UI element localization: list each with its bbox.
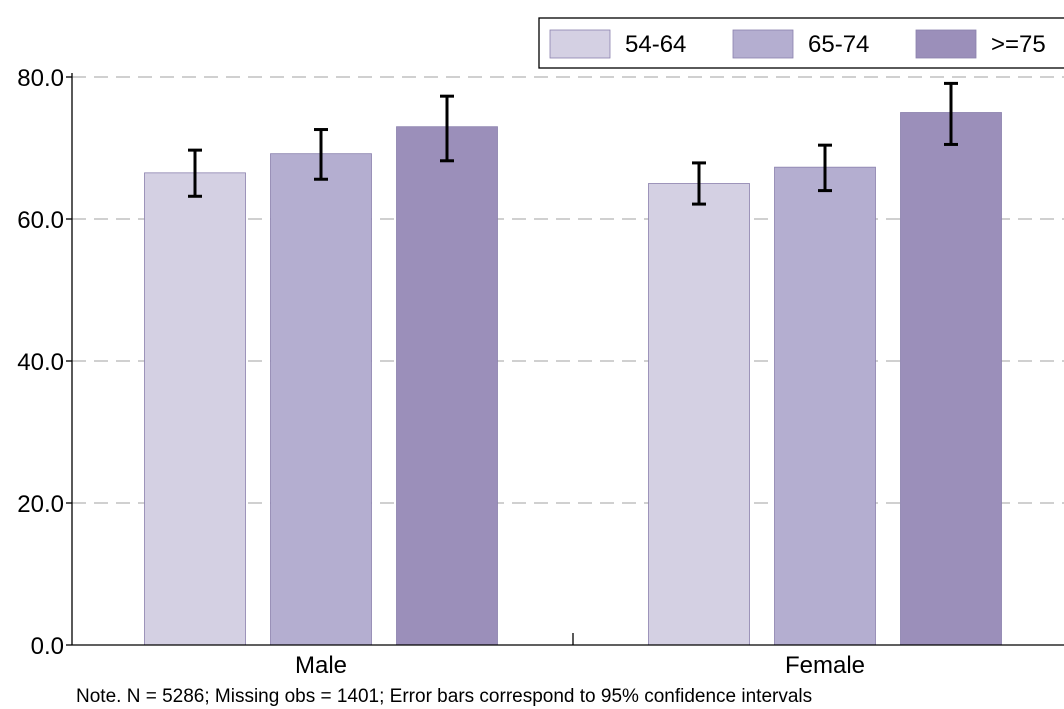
axes: 0.0 20.0 40.0 60.0 80.0 Male Female bbox=[17, 65, 1064, 679]
error-bars bbox=[188, 81, 958, 206]
bar bbox=[900, 112, 1002, 646]
legend-label: 65-74 bbox=[808, 31, 869, 58]
y-tick-label: 20.0 bbox=[17, 491, 64, 518]
legend-box bbox=[538, 17, 1064, 69]
legend-swatch bbox=[732, 29, 794, 59]
bar bbox=[396, 126, 498, 646]
chart-note: Note. N = 5286; Missing obs = 1401; Erro… bbox=[76, 686, 813, 707]
bar bbox=[144, 172, 246, 646]
legend-swatch bbox=[915, 29, 977, 59]
x-category-label: Male bbox=[295, 652, 347, 679]
x-category-label: Female bbox=[785, 652, 865, 679]
bar bbox=[774, 166, 876, 646]
bar bbox=[648, 183, 750, 646]
legend-label: 54-64 bbox=[625, 31, 686, 58]
y-tick-label: 80.0 bbox=[17, 65, 64, 92]
y-tick-label: 40.0 bbox=[17, 349, 64, 376]
legend: 54-64 65-74 >=75 bbox=[538, 17, 1064, 69]
legend-label: >=75 bbox=[991, 31, 1046, 58]
legend-swatch bbox=[549, 29, 611, 59]
y-tick-label: 60.0 bbox=[17, 207, 64, 234]
y-tick-label: 0.0 bbox=[31, 633, 64, 660]
bars bbox=[144, 112, 1002, 646]
bar bbox=[270, 153, 372, 646]
